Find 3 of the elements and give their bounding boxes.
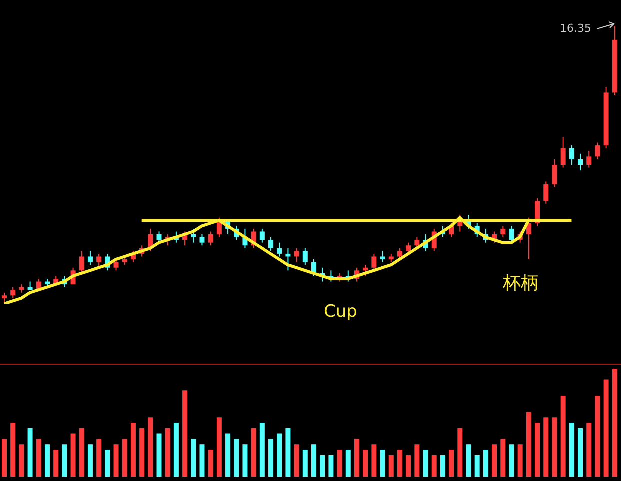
annotation: 16.35 bbox=[560, 22, 592, 35]
annotation: 杯柄 bbox=[503, 272, 539, 295]
annotation: Cup bbox=[324, 302, 358, 322]
